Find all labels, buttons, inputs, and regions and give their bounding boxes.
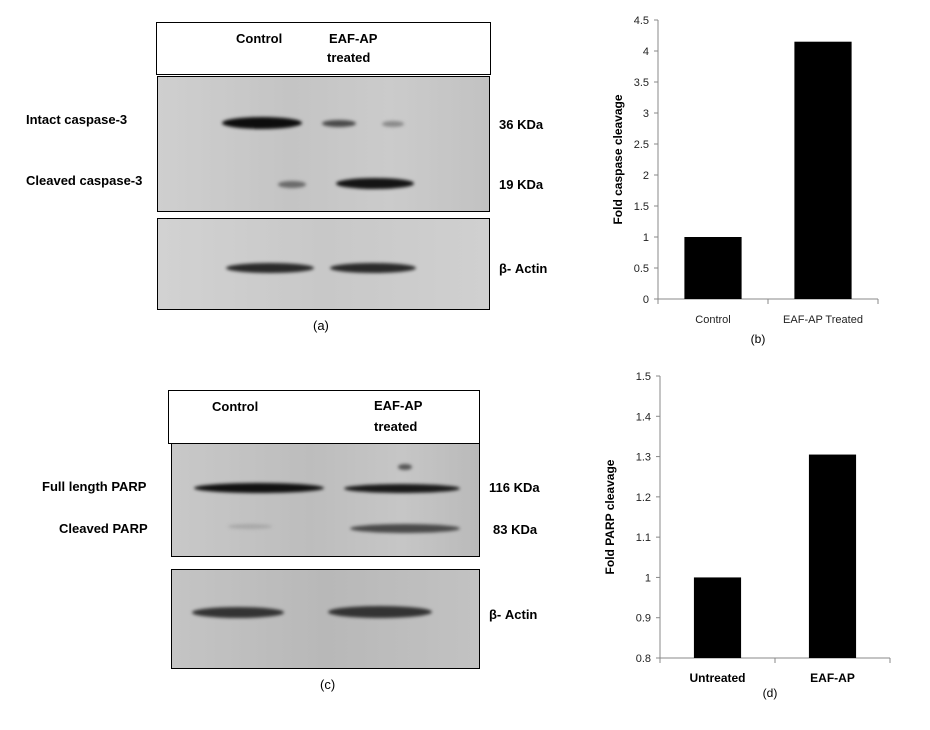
actin-a-treated-band (330, 263, 416, 273)
blot-spot (398, 464, 412, 470)
actin-c-control-band (192, 607, 284, 618)
panel-c-header-treated-line1: EAF-AP (374, 398, 423, 413)
panel-a-caption: (a) (313, 318, 329, 333)
actin-label-c: β- Actin (489, 607, 538, 622)
y-tick-label: 0.9 (636, 613, 651, 625)
size-label-116kda: 116 KDa (489, 480, 540, 495)
y-tick-label: 1.1 (636, 532, 651, 544)
y-tick-label: 3 (643, 108, 649, 120)
bar-eaf-ap (808, 454, 857, 658)
y-tick-label: 0 (643, 294, 649, 306)
x-category-label: EAF-AP (810, 671, 855, 685)
y-tick-label: 3.5 (634, 77, 649, 89)
intact-caspase-treated-band-1 (322, 120, 356, 127)
y-tick-label: 1 (643, 232, 649, 244)
y-axis-label: Fold caspase cleavage (611, 94, 625, 224)
y-tick-label: 1.5 (636, 371, 651, 383)
cleaved-parp-treated-band (350, 524, 460, 533)
full-parp-treated-band (344, 484, 460, 493)
y-tick-label: 1.2 (636, 492, 651, 504)
intact-caspase-treated-band-2 (382, 121, 404, 127)
panel-c-caption: (c) (320, 677, 336, 692)
panel-c-header-box (168, 390, 480, 444)
panel-a-header-control: Control (236, 31, 283, 46)
cleaved-caspase-treated-band (336, 178, 414, 189)
panel-caption: (d) (763, 686, 778, 700)
intact-caspase-control-band (222, 117, 302, 129)
panel-caption: (b) (751, 332, 766, 346)
y-tick-label: 0.5 (634, 263, 649, 275)
y-tick-label: 1 (645, 572, 651, 584)
y-tick-label: 4.5 (634, 15, 649, 27)
panel-c-header-treated-line2: treated (374, 419, 418, 434)
bar-eaf-ap-treated (794, 41, 852, 299)
panel-c-actin-blot (171, 569, 480, 669)
y-tick-label: 4 (643, 46, 649, 58)
panel-a-actin-blot (157, 218, 490, 310)
panel-a-header-box (156, 22, 491, 75)
y-tick-label: 0.8 (636, 653, 651, 665)
x-category-label: Untreated (689, 671, 745, 685)
panel-a-caspase-blot (157, 76, 490, 212)
actin-label-a: β- Actin (499, 261, 548, 276)
y-axis-label: Fold PARP cleavage (603, 459, 617, 574)
full-parp-control-band (194, 483, 324, 493)
panel-c-parp-blot (171, 443, 480, 557)
actin-a-control-band (226, 263, 314, 273)
actin-c-treated-band (328, 606, 432, 618)
y-tick-label: 1.5 (634, 201, 649, 213)
panel-a-header-treated-line1: EAF-AP (329, 31, 378, 46)
bar-untreated (693, 577, 742, 658)
y-tick-label: 1.3 (636, 452, 651, 464)
panel-a-header-treated-line2: treated (327, 50, 371, 65)
bar-control (684, 237, 742, 299)
y-tick-label: 2.5 (634, 139, 649, 151)
row-label-cleaved-caspase: Cleaved caspase-3 (26, 173, 143, 188)
size-label-19kda: 19 KDa (499, 177, 544, 192)
y-tick-label: 2 (643, 170, 649, 182)
row-label-full-parp: Full length PARP (42, 479, 147, 494)
size-label-83kda: 83 KDa (493, 522, 538, 537)
size-label-36kda: 36 KDa (499, 117, 544, 132)
x-category-label: Control (695, 314, 730, 326)
row-label-cleaved-parp: Cleaved PARP (59, 521, 148, 536)
panel-c-header-control: Control (212, 399, 259, 414)
cleaved-parp-control-band (228, 524, 272, 529)
row-label-intact-caspase: Intact caspase-3 (26, 112, 128, 127)
cleaved-caspase-control-band (278, 181, 306, 188)
x-category-label: EAF-AP Treated (783, 314, 863, 326)
y-tick-label: 1.4 (636, 411, 651, 423)
